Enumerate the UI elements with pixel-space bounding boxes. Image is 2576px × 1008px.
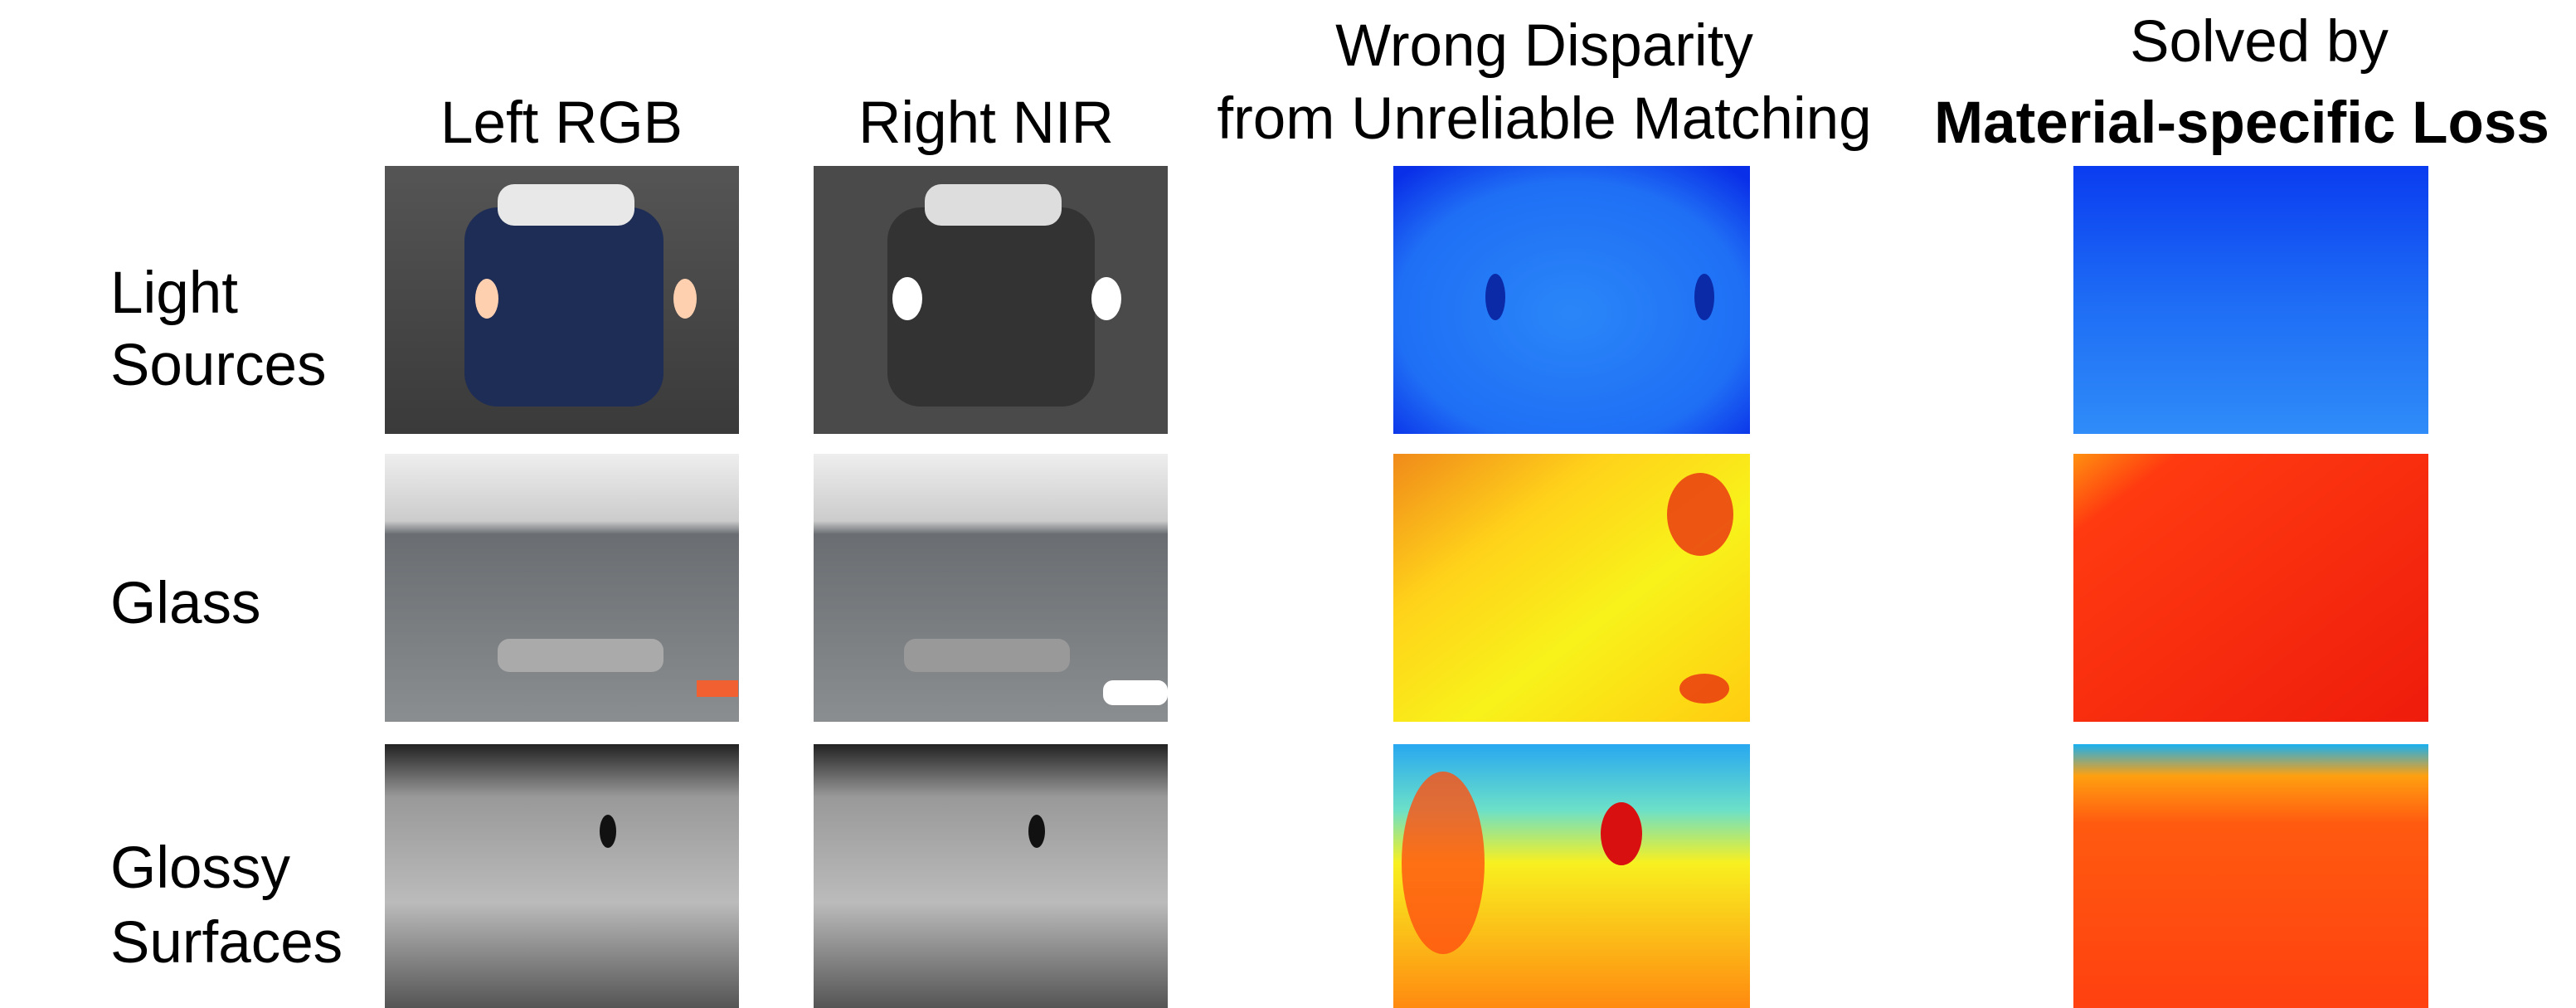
disparity-solved [2073, 744, 2428, 1008]
header: Material-specific Loss [1934, 90, 2549, 156]
disparity-solved [2073, 166, 2428, 434]
figure: Left RGB Right NIR Wrong Disparity from … [0, 0, 2576, 1008]
image-left-rgb [385, 454, 739, 722]
image-right-nir [814, 454, 1168, 722]
disparity-wrong [1393, 744, 1750, 1008]
disparity-wrong [1393, 166, 1750, 434]
disparity-solved [2073, 454, 2428, 722]
disparity-wrong [1393, 454, 1750, 722]
header: Wrong Disparity [1335, 13, 1753, 79]
header: Right NIR [858, 90, 1114, 156]
image-left-rgb [385, 744, 739, 1008]
row-label: Sources [110, 333, 326, 398]
header: Left RGB [440, 90, 683, 156]
header: Solved by [2130, 9, 2389, 75]
row-label: Glossy [110, 835, 290, 901]
image-right-nir [814, 744, 1168, 1008]
header: from Unreliable Matching [1217, 86, 1871, 152]
image-right-nir [814, 166, 1168, 434]
row-label: Surfaces [110, 910, 343, 976]
image-left-rgb [385, 166, 739, 434]
row-label: Glass [110, 571, 261, 636]
row-label: Light [110, 261, 238, 326]
